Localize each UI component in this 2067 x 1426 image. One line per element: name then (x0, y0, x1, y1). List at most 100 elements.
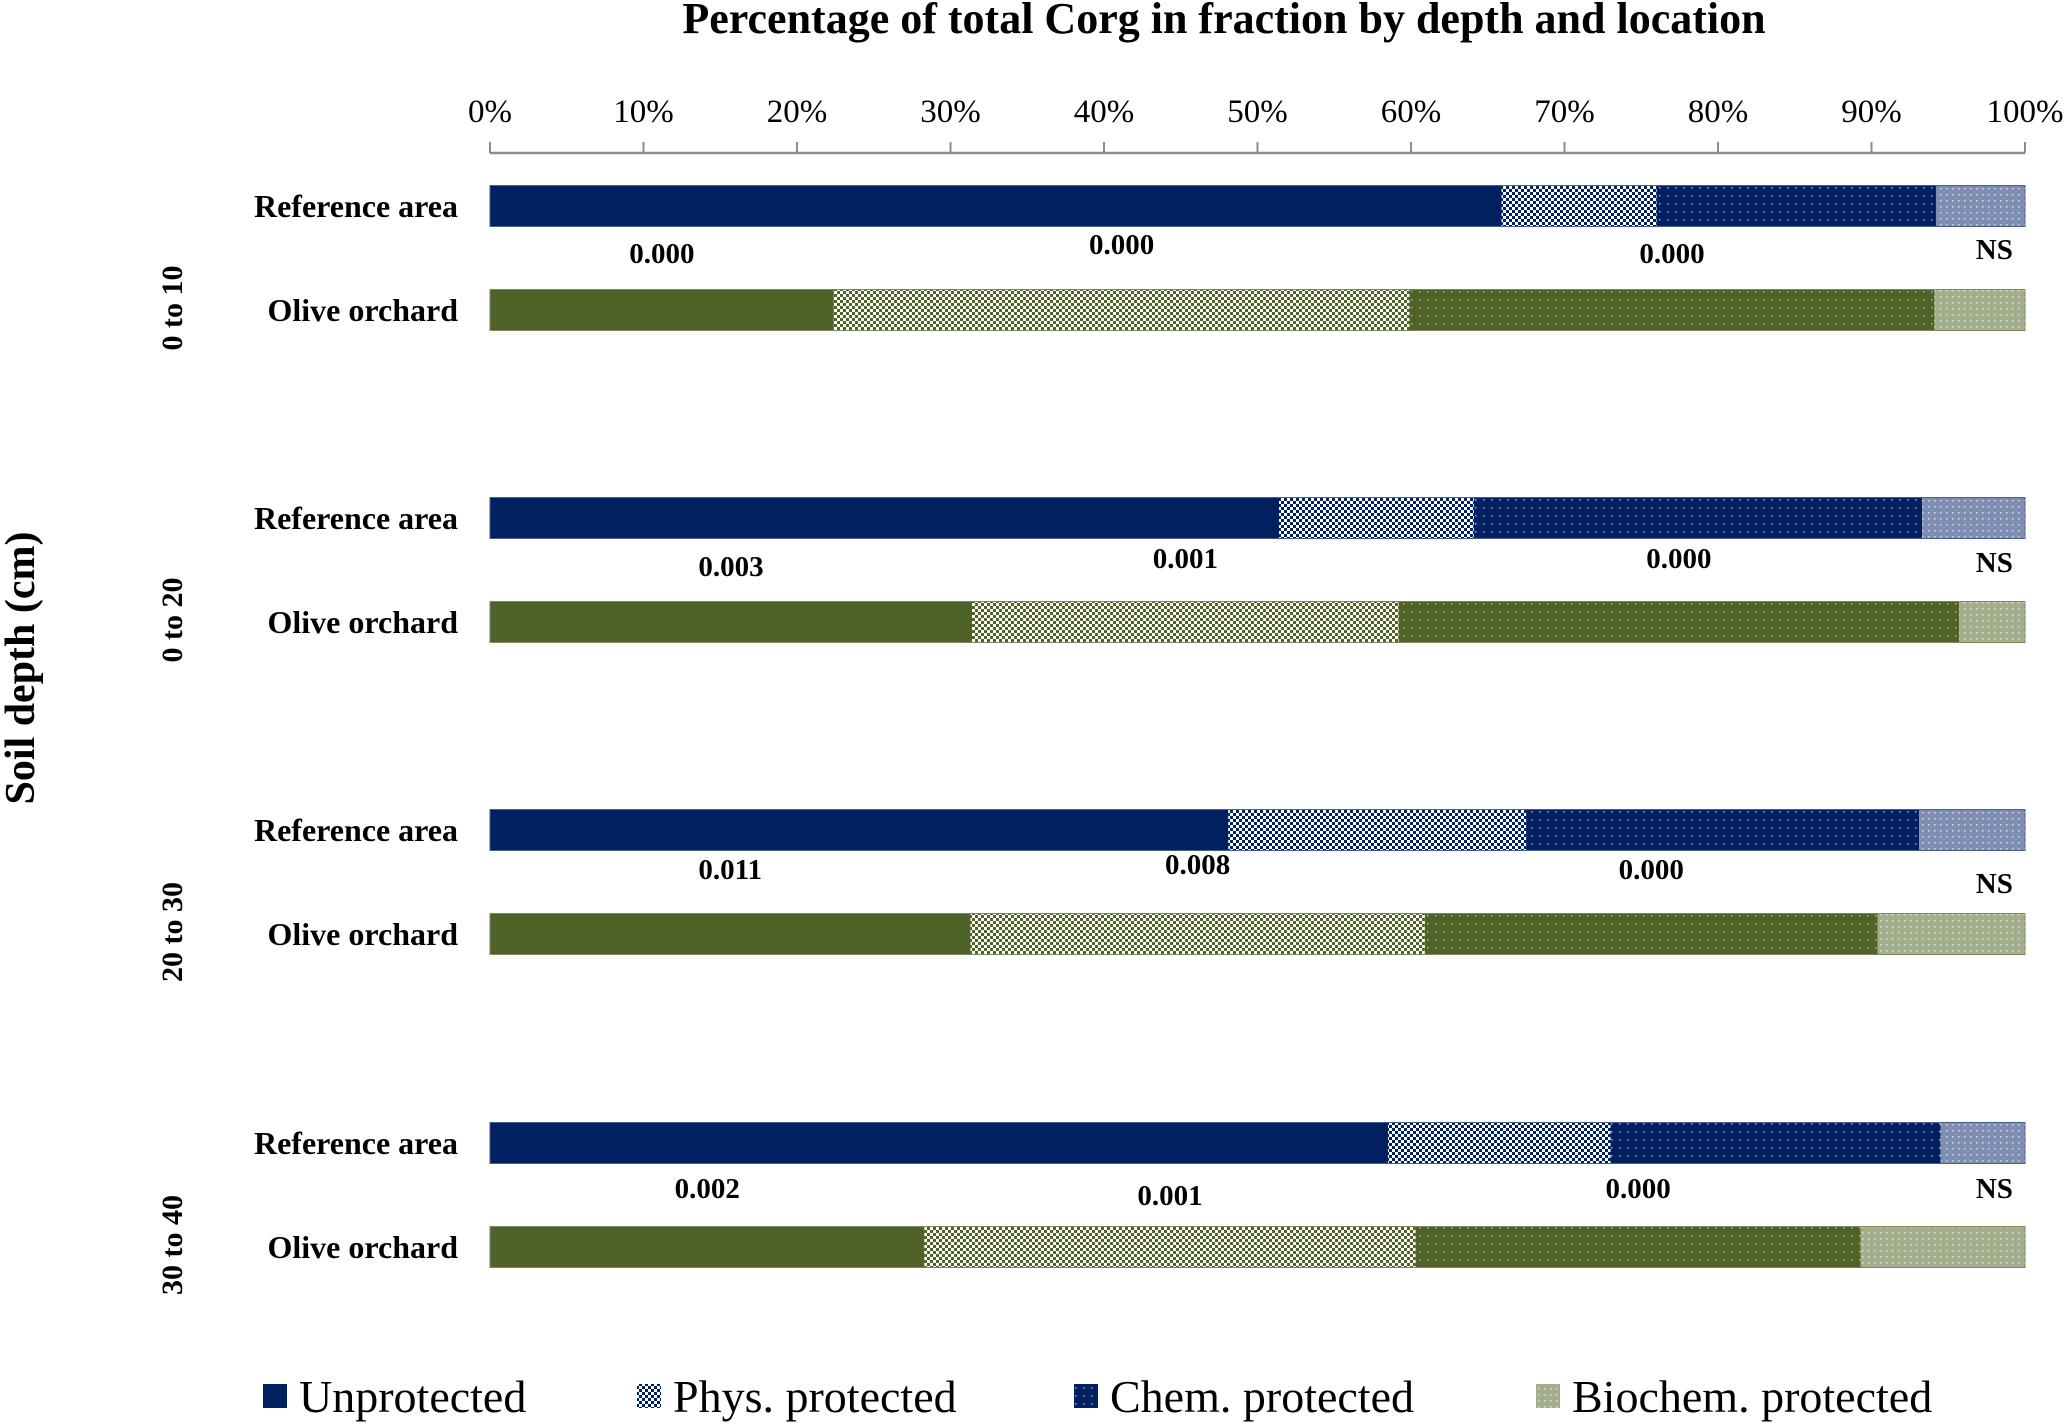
p-value-label: 0.001 (1137, 1180, 1202, 1212)
x-tick-label: 60% (1381, 94, 1442, 130)
bar-segment-unprotected (490, 289, 834, 331)
bar-segment-biochem-protected (1919, 809, 2025, 851)
bar-segment-phys-protected (970, 913, 1425, 955)
x-tick-label: 0% (468, 94, 512, 130)
p-value-label: 0.003 (698, 551, 763, 583)
depth-group: 30 to 40 Reference area Olive orchard 0.002… (156, 1122, 2026, 1295)
category-label: Olive orchard (268, 292, 459, 328)
bar-segment-biochem-protected (1877, 913, 2025, 955)
category-label: Olive orchard (268, 604, 459, 640)
depth-label: 0 to 10 (156, 266, 189, 351)
legend-label: Phys. protected (673, 1371, 957, 1422)
category-label: Olive orchard (268, 916, 459, 952)
p-value-label: 0.000 (1089, 229, 1154, 261)
bar-outline (489, 809, 2026, 851)
bar-outline (489, 1226, 2026, 1268)
x-tick-label: 90% (1841, 94, 1902, 130)
p-value-label: NS (1976, 868, 2013, 900)
p-value-label: 0.000 (1639, 238, 1704, 270)
legend-swatch (1074, 1384, 1098, 1408)
bar-segment-unprotected (490, 809, 1229, 851)
category-label: Reference area (254, 500, 458, 536)
x-axis: 0% 10% 20% 30% 40% 50% 60% 70% 80% 90% 100% (468, 94, 2064, 155)
bar-segment-phys-protected (1278, 497, 1474, 539)
bar-segment-phys-protected (1387, 1122, 1611, 1164)
bar-segment-phys-protected (924, 1226, 1416, 1268)
bar-segment-unprotected (490, 1226, 925, 1268)
bar-segment-chem-protected (1526, 809, 1920, 851)
bar-segment-chem-protected (1415, 1226, 1861, 1268)
legend-item: Chem. protected (1074, 1371, 1414, 1422)
bar-outline (489, 913, 2026, 955)
legend-swatch (263, 1384, 287, 1408)
p-value-label: NS (1976, 547, 2013, 579)
category-label: Reference area (254, 812, 458, 848)
bar-segment-unprotected (490, 601, 972, 643)
bar-segment-unprotected (490, 185, 1502, 227)
bar-segment-biochem-protected (1958, 601, 2025, 643)
bar-segment-phys-protected (833, 289, 1410, 331)
x-tick-label: 50% (1227, 94, 1288, 130)
depth-group: 0 to 10 Reference area Olive orchard 0.000 0… (156, 185, 2026, 351)
p-value-label: 0.000 (1619, 854, 1684, 886)
bar-segment-phys-protected (971, 601, 1399, 643)
bar-segment-chem-protected (1398, 601, 1959, 643)
p-value-label: 0.000 (1606, 1173, 1671, 1205)
bar-segment-unprotected (490, 497, 1279, 539)
bar-segment-chem-protected (1473, 497, 1923, 539)
legend-item: Unprotected (263, 1371, 526, 1422)
x-tick-label: 20% (767, 94, 828, 130)
bar-outline (489, 289, 2026, 331)
bar-segment-phys-protected (1501, 185, 1657, 227)
p-value-label: 0.000 (629, 238, 694, 270)
bar-segment-biochem-protected (1860, 1226, 2025, 1268)
legend-swatch (1536, 1384, 1560, 1408)
legend-label: Unprotected (299, 1371, 526, 1422)
chart-title: Percentage of total Corg in fraction by … (682, 0, 1765, 43)
x-tick-label: 80% (1688, 94, 1749, 130)
x-tick-label: 100% (1987, 94, 2064, 130)
legend-item: Phys. protected (637, 1371, 957, 1422)
bar-segment-unprotected (490, 1122, 1388, 1164)
bar-outline (489, 1122, 2026, 1164)
legend-item: Biochem. protected (1536, 1371, 1932, 1422)
x-tick-label: 10% (613, 94, 674, 130)
bar-segment-chem-protected (1610, 1122, 1941, 1164)
bar-segment-biochem-protected (1934, 289, 2025, 331)
category-label: Reference area (254, 188, 458, 224)
legend: Unprotected Phys. protected Chem. protecte… (263, 1371, 1932, 1422)
bar-segment-chem-protected (1656, 185, 1936, 227)
bar-segment-chem-protected (1424, 913, 1878, 955)
depth-label: 0 to 20 (156, 578, 189, 663)
depth-group: 0 to 20 Reference area Olive orchard 0.003 0… (156, 497, 2026, 663)
legend-label: Chem. protected (1110, 1371, 1414, 1422)
bar-segment-unprotected (490, 913, 971, 955)
legend-swatch (637, 1384, 661, 1408)
x-tick-label: 70% (1534, 94, 1595, 130)
bar-segment-biochem-protected (1940, 1122, 2025, 1164)
category-label: Olive orchard (268, 1229, 459, 1265)
p-value-label: 0.001 (1153, 543, 1218, 575)
p-value-label: NS (1976, 234, 2013, 266)
p-value-label: 0.011 (698, 854, 762, 886)
p-value-label: 0.002 (675, 1173, 740, 1205)
x-tick-label: 30% (920, 94, 981, 130)
depth-label: 20 to 30 (156, 882, 189, 982)
legend-label: Biochem. protected (1572, 1371, 1932, 1422)
depth-group: 20 to 30 Reference area Olive orchard 0.011… (156, 809, 2026, 982)
y-axis-label: Soil depth (cm) (0, 532, 44, 805)
bar-outline (489, 185, 2026, 227)
p-value-label: NS (1976, 1173, 2013, 1205)
p-value-label: 0.000 (1646, 543, 1711, 575)
p-value-label: 0.008 (1165, 849, 1230, 881)
bar-segment-biochem-protected (1935, 185, 2025, 227)
bar-outline (489, 497, 2026, 539)
category-label: Reference area (254, 1125, 458, 1161)
x-tick-label: 40% (1074, 94, 1135, 130)
bar-segment-biochem-protected (1922, 497, 2025, 539)
bar-segment-chem-protected (1409, 289, 1935, 331)
bar-outline (489, 601, 2026, 643)
bar-segment-phys-protected (1228, 809, 1527, 851)
